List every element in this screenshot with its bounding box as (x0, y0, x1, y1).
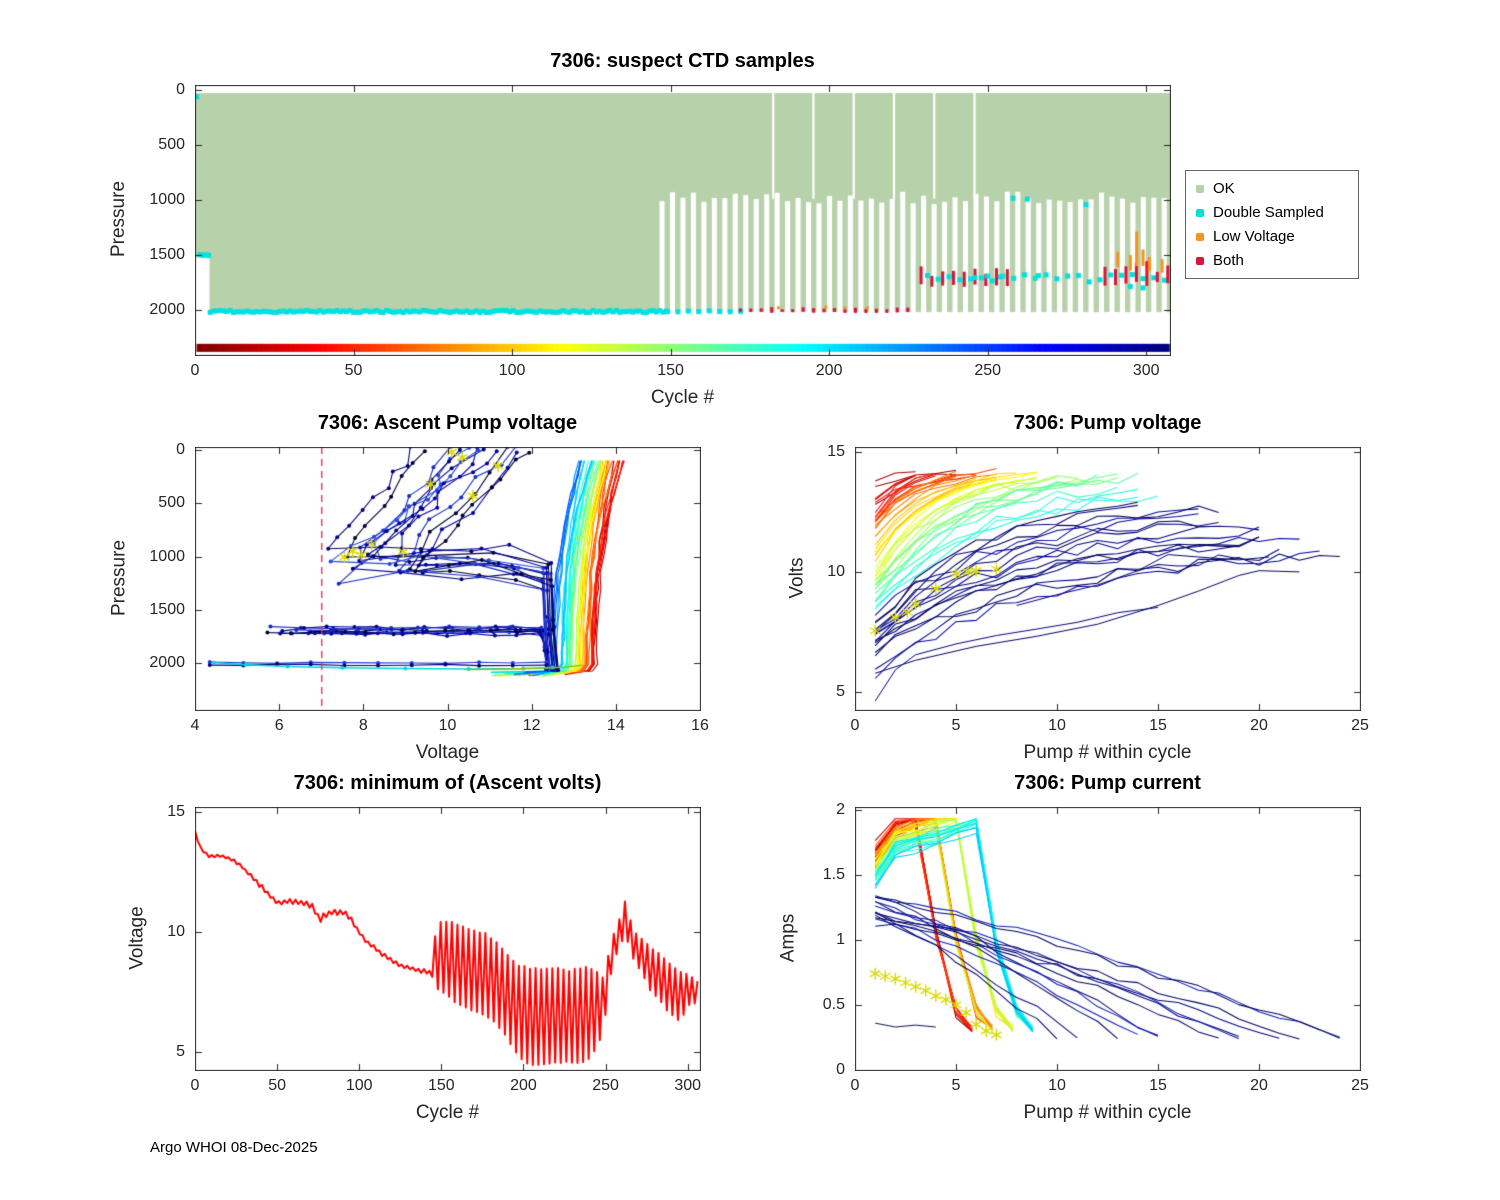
y-tick-label: 5 (176, 1042, 185, 1060)
x-tick-label: 10 (1048, 1077, 1066, 1094)
legend-marker-both (1196, 256, 1204, 265)
x-tick-label: 8 (358, 717, 368, 734)
legend-label-ok: OK (1213, 180, 1235, 197)
x-tick-label: 6 (274, 717, 284, 734)
x-tick-label: 300 (674, 1077, 702, 1094)
y-tick-label: 500 (158, 494, 185, 512)
x-tick-label: 25 (1351, 1077, 1369, 1094)
x-tick-label: 100 (345, 1077, 373, 1094)
minimum-ascent-volts-canvas (195, 807, 701, 1071)
x-tick-label: 200 (510, 1077, 537, 1094)
x-tick-label: 14 (606, 717, 625, 734)
chart-ascent-pump-voltage: 7306: Ascent Pump voltage Voltage Pressu… (100, 402, 730, 782)
figure-credit-text: Argo WHOI 08-Dec-2025 (150, 1139, 318, 1156)
x-tick-label: 5 (951, 717, 961, 734)
x-tick-label: 10 (438, 717, 457, 734)
x-tick-label: 4 (190, 717, 200, 734)
x-tick-label: 16 (691, 717, 709, 734)
y-tick-label: 2000 (149, 654, 185, 672)
x-tick-label: 250 (592, 1077, 619, 1094)
x-tick-label: 0 (850, 1077, 860, 1094)
x-tick-label: 250 (974, 362, 1002, 379)
chart-pump-current: 7306: Pump current Pump # within cycle A… (760, 762, 1390, 1142)
y-tick-label: 1500 (149, 600, 185, 618)
y-tick-label: 2 (836, 800, 845, 818)
legend-label-low-voltage: Low Voltage (1213, 228, 1295, 245)
x-tick-label: 25 (1351, 717, 1369, 734)
x-tick-label: 300 (1132, 362, 1160, 379)
legend-label-both: Both (1213, 252, 1244, 269)
y-tick-label: 1000 (149, 547, 185, 565)
legend-item-low-voltage: Low Voltage (1196, 228, 1348, 245)
y-tick-label: 1000 (149, 190, 185, 208)
chart-title-pump-voltage: 7306: Pump voltage (1013, 412, 1202, 434)
legend-item-ok: OK (1196, 180, 1348, 197)
legend-marker-double-sampled (1196, 208, 1204, 217)
x-tick-label: 150 (427, 1077, 455, 1094)
y-tick-label: 5 (836, 682, 845, 700)
x-tick-label: 50 (344, 362, 363, 379)
y-tick-label: 1 (836, 930, 845, 948)
x-axis-label-cycle: Cycle # (650, 387, 715, 408)
chart-pump-voltage: 7306: Pump voltage Pump # within cycle V… (760, 402, 1390, 782)
x-tick-label: 15 (1149, 1077, 1167, 1094)
x-axis-label-pump-number: Pump # within cycle (1023, 742, 1192, 763)
x-tick-label: 20 (1250, 1077, 1268, 1094)
pump-voltage-canvas (855, 447, 1361, 711)
y-tick-label: 0 (836, 1061, 845, 1078)
y-tick-label: 1.5 (822, 865, 845, 883)
y-tick-label: 500 (158, 135, 185, 153)
x-axis-label-cycle: Cycle # (415, 1102, 480, 1123)
y-tick-label: 0.5 (822, 995, 845, 1013)
suspect-ctd-plot-canvas (195, 85, 1171, 356)
y-tick-label: 0 (176, 80, 185, 98)
legend-marker-low-voltage (1196, 232, 1204, 241)
chart-suspect-ctd-samples: 7306: suspect CTD samples Cycle # Pressu… (100, 40, 1200, 427)
chart-title-minimum-ascent-volts: 7306: minimum of (Ascent volts) (293, 772, 602, 794)
y-tick-label: 15 (167, 802, 185, 820)
chart-title-suspect-ctd: 7306: suspect CTD samples (550, 50, 815, 72)
ascent-pump-voltage-canvas (195, 447, 701, 711)
x-tick-label: 15 (1149, 717, 1167, 734)
y-tick-label: 1500 (149, 245, 185, 263)
legend-label-double-sampled: Double Sampled (1213, 204, 1324, 221)
x-tick-label: 0 (190, 362, 200, 379)
legend-item-both: Both (1196, 252, 1348, 269)
y-tick-label: 15 (827, 442, 845, 460)
x-tick-label: 5 (951, 1077, 961, 1094)
chart-title-ascent-pump-voltage: 7306: Ascent Pump voltage (317, 412, 578, 434)
x-tick-label: 0 (190, 1077, 200, 1094)
x-tick-label: 50 (268, 1077, 286, 1094)
x-tick-label: 0 (850, 717, 860, 734)
x-tick-label: 10 (1048, 717, 1066, 734)
y-tick-label: 0 (176, 440, 185, 458)
x-tick-label: 20 (1250, 717, 1268, 734)
pump-current-canvas (855, 807, 1361, 1071)
x-axis-label-pump-number: Pump # within cycle (1023, 1102, 1192, 1123)
y-tick-label: 10 (827, 562, 845, 580)
chart-minimum-ascent-volts: 7306: minimum of (Ascent volts) Cycle # … (100, 762, 730, 1142)
x-tick-label: 150 (657, 362, 684, 379)
x-tick-label: 12 (522, 717, 541, 734)
legend-item-double-sampled: Double Sampled (1196, 204, 1348, 221)
chart-title-pump-current: 7306: Pump current (1014, 772, 1201, 794)
x-axis-label-voltage: Voltage (415, 742, 480, 763)
legend-box: OK Double Sampled Low Voltage Both (1185, 170, 1359, 279)
legend-marker-ok (1196, 184, 1204, 193)
x-tick-label: 200 (815, 362, 843, 379)
y-tick-label: 10 (167, 922, 185, 940)
y-tick-label: 2000 (149, 300, 185, 318)
x-tick-label: 100 (498, 362, 526, 379)
